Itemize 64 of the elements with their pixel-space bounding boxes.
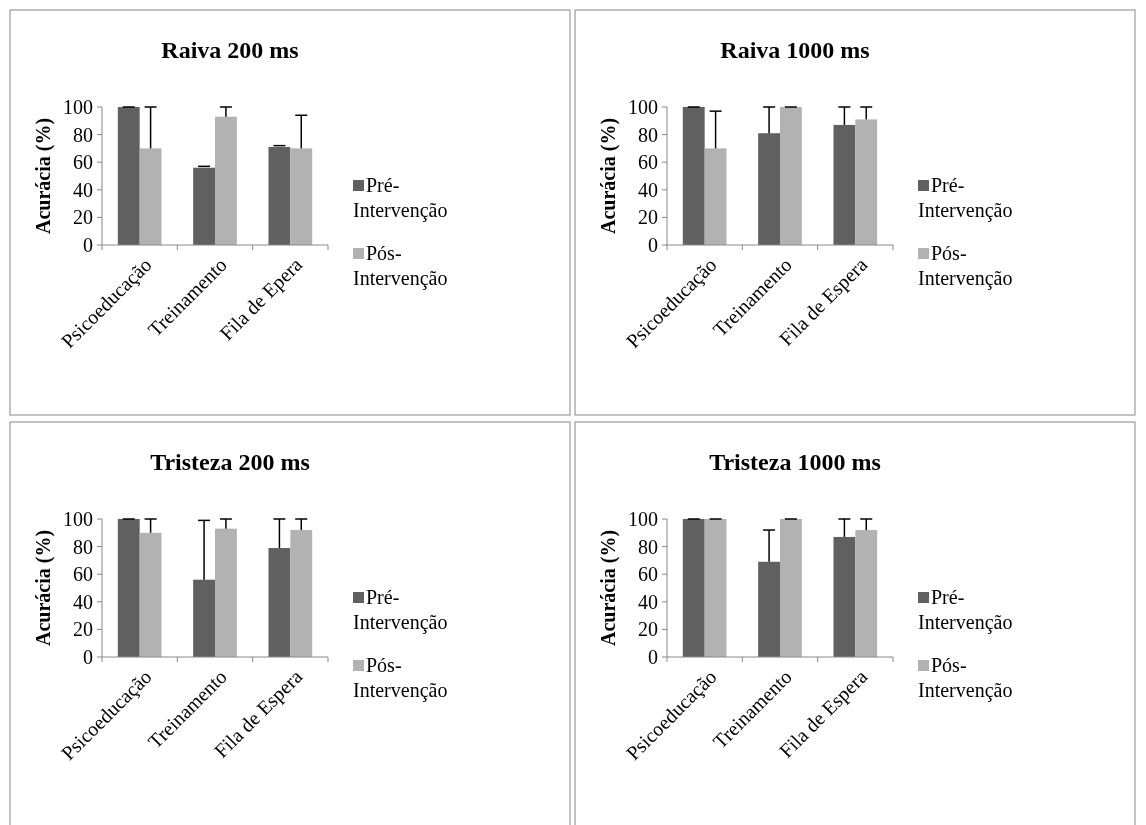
y-tick-label: 100: [628, 96, 658, 118]
y-tick-label: 80: [73, 535, 93, 558]
y-tick-label: 100: [63, 96, 93, 118]
bar: [704, 148, 727, 245]
bar: [117, 107, 140, 245]
bar: [833, 124, 856, 245]
bar: [117, 519, 140, 657]
bar: [855, 119, 878, 245]
y-axis-title: Acurácia (%): [32, 529, 55, 647]
y-tick-label: 40: [73, 178, 93, 201]
chart-title: Raiva 1000 ms: [720, 37, 870, 63]
y-tick-label: 20: [73, 206, 93, 229]
legend-label: Pré-Intervenção: [353, 174, 448, 222]
y-tick-label: 60: [73, 151, 93, 174]
bar: [215, 116, 237, 245]
legend-label: Pré-Intervenção: [353, 586, 448, 634]
y-tick-label: 20: [73, 618, 93, 641]
y-tick-label: 60: [73, 563, 93, 586]
y-tick-label: 40: [638, 590, 658, 613]
bar: [833, 536, 856, 657]
bar: [193, 579, 215, 657]
bar: [290, 148, 313, 245]
legend-label: Pós-Intervenção: [918, 242, 1013, 290]
chart-title: Tristeza 1000 ms: [709, 449, 881, 475]
y-tick-label: 40: [638, 178, 658, 201]
y-tick-label: 100: [628, 508, 658, 530]
bar: [758, 561, 780, 657]
bar: [780, 519, 802, 657]
legend-label: Pré-Intervenção: [918, 586, 1013, 634]
bar: [780, 107, 802, 245]
legend-label: Pré-Intervenção: [918, 174, 1013, 222]
bar: [855, 530, 878, 657]
y-tick-label: 40: [73, 590, 93, 613]
y-tick-label: 60: [638, 563, 658, 586]
bar: [139, 532, 162, 657]
bar: [215, 528, 237, 657]
y-tick-label: 0: [648, 234, 658, 256]
bar: [290, 530, 313, 657]
y-tick-label: 100: [63, 508, 93, 530]
chart-title: Tristeza 200 ms: [150, 449, 310, 475]
chart-title: Raiva 200 ms: [161, 37, 299, 63]
bar: [268, 147, 291, 245]
bar: [682, 519, 705, 657]
y-axis-title: Acurácia (%): [597, 529, 620, 647]
y-tick-label: 20: [638, 206, 658, 229]
bar: [139, 148, 162, 245]
legend-label: Pós-Intervenção: [353, 654, 448, 702]
y-tick-label: 80: [638, 535, 658, 558]
y-axis-title: Acurácia (%): [597, 117, 620, 235]
y-tick-label: 80: [638, 123, 658, 146]
y-tick-label: 20: [638, 618, 658, 641]
legend-label: Pós-Intervenção: [918, 654, 1013, 702]
y-tick-label: 0: [83, 646, 93, 668]
bar: [268, 547, 291, 657]
bar: [682, 107, 705, 245]
y-tick-label: 0: [648, 646, 658, 668]
legend-label: Pós-Intervenção: [353, 242, 448, 290]
y-axis-title: Acurácia (%): [32, 117, 55, 235]
bar: [704, 519, 727, 657]
y-tick-label: 80: [73, 123, 93, 146]
y-tick-label: 60: [638, 151, 658, 174]
bar: [758, 133, 780, 245]
bar: [193, 167, 215, 245]
y-tick-label: 0: [83, 234, 93, 256]
